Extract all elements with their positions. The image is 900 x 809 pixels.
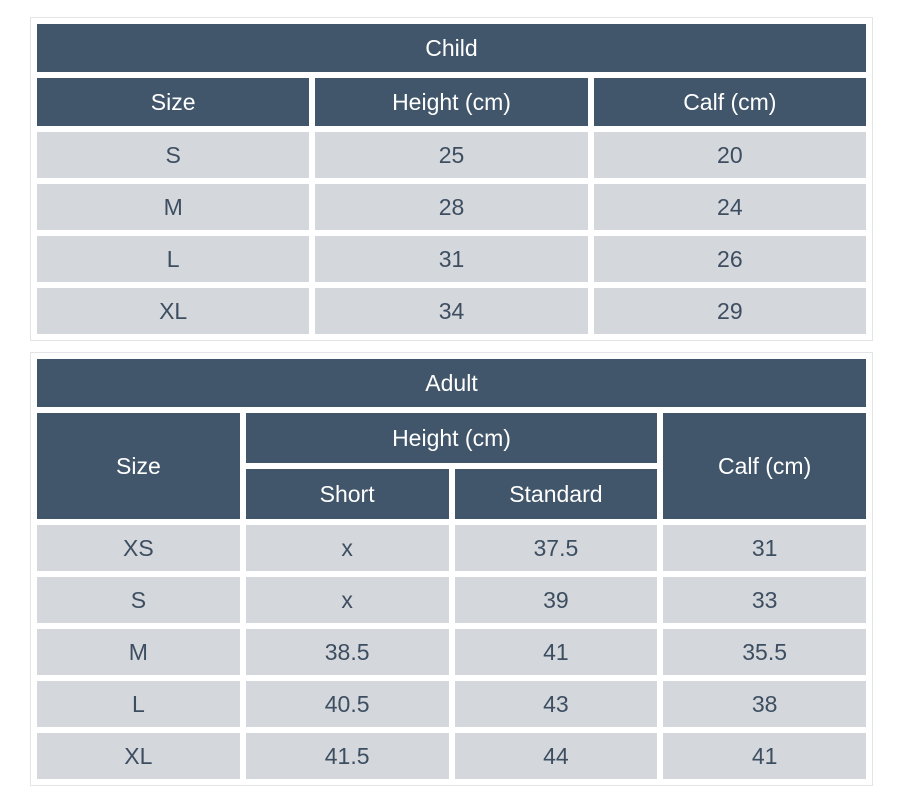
adult-column-header-size: Size <box>37 413 240 519</box>
adult-height-short-cell: 40.5 <box>245 681 449 727</box>
child-height-cell: 25 <box>315 132 588 178</box>
adult-height-short-cell: 38.5 <box>245 629 449 675</box>
adult-size-table: Adult Size Height (cm) Calf (cm) Short S… <box>30 352 873 786</box>
child-size-cell: XL <box>37 288 310 334</box>
adult-column-header-short: Short <box>245 469 449 519</box>
adult-calf-cell: 33 <box>663 577 866 623</box>
adult-height-standard-cell: 41 <box>454 629 658 675</box>
child-calf-cell: 26 <box>593 236 866 282</box>
adult-height-short-cell: x <box>245 525 449 571</box>
child-column-header-height: Height (cm) <box>315 78 588 126</box>
adult-height-standard-cell: 44 <box>454 733 658 779</box>
adult-calf-cell: 35.5 <box>663 629 866 675</box>
adult-size-cell: L <box>37 681 240 727</box>
table-row: S 25 20 <box>37 132 866 178</box>
child-size-cell: M <box>37 184 310 230</box>
adult-height-standard-cell: 39 <box>454 577 658 623</box>
adult-calf-cell: 31 <box>663 525 866 571</box>
adult-size-cell: S <box>37 577 240 623</box>
adult-table-title: Adult <box>37 359 866 407</box>
child-calf-cell: 20 <box>593 132 866 178</box>
adult-column-header-standard: Standard <box>454 469 658 519</box>
adult-calf-cell: 41 <box>663 733 866 779</box>
child-calf-cell: 24 <box>593 184 866 230</box>
child-height-cell: 34 <box>315 288 588 334</box>
child-column-header-calf: Calf (cm) <box>593 78 866 126</box>
adult-column-header-calf: Calf (cm) <box>663 413 866 519</box>
child-size-cell: L <box>37 236 310 282</box>
adult-calf-cell: 38 <box>663 681 866 727</box>
table-row: XL 34 29 <box>37 288 866 334</box>
adult-height-short-cell: 41.5 <box>245 733 449 779</box>
child-size-table: Child Size Height (cm) Calf (cm) S 25 20… <box>30 17 873 341</box>
child-size-cell: S <box>37 132 310 178</box>
child-height-cell: 28 <box>315 184 588 230</box>
adult-height-standard-cell: 37.5 <box>454 525 658 571</box>
table-row: L 40.5 43 38 <box>37 681 866 727</box>
adult-height-standard-cell: 43 <box>454 681 658 727</box>
child-calf-cell: 29 <box>593 288 866 334</box>
child-height-cell: 31 <box>315 236 588 282</box>
table-row: M 38.5 41 35.5 <box>37 629 866 675</box>
adult-size-cell: XS <box>37 525 240 571</box>
adult-column-header-height-group: Height (cm) <box>245 413 658 463</box>
adult-height-short-cell: x <box>245 577 449 623</box>
table-row: L 31 26 <box>37 236 866 282</box>
adult-size-cell: M <box>37 629 240 675</box>
adult-size-cell: XL <box>37 733 240 779</box>
table-row: XL 41.5 44 41 <box>37 733 866 779</box>
table-row: XS x 37.5 31 <box>37 525 866 571</box>
child-table-title: Child <box>37 24 866 72</box>
table-row: M 28 24 <box>37 184 866 230</box>
child-column-header-size: Size <box>37 78 310 126</box>
table-row: S x 39 33 <box>37 577 866 623</box>
